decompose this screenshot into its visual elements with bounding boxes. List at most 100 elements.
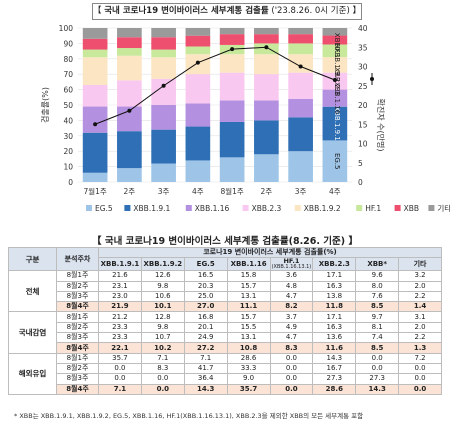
value-cell: 23.0	[98, 290, 142, 303]
bar-label: XBB.1.16	[333, 82, 341, 115]
value-cell: 13.1	[226, 290, 271, 303]
y-tick-label: 50	[63, 101, 73, 110]
bar-segment	[288, 151, 313, 182]
y-tick-label: 70	[63, 70, 73, 79]
value-cell: 3.7	[269, 311, 314, 323]
week-cell: 8월2주	[56, 321, 99, 334]
bar-segment	[82, 84, 108, 107]
bar-segment	[82, 172, 108, 182]
chart-title: 【 국내 코로나19 변이바이러스 세부계통 검출률 ('23.8.26. 0시…	[92, 3, 362, 20]
header-lineage: XBB*	[355, 257, 400, 272]
value-cell: 16.7	[312, 362, 357, 375]
table-row: 8월2주 0.0 8.3 41.7 33.3 0.0 16.7 0.0 0.0	[9, 362, 442, 375]
table-title-text: 국내 코로나19 변이바이러스 세부계통 검출률(8.26. 기준)	[104, 236, 346, 247]
bar-segment	[254, 54, 279, 75]
value-cell: 4.7	[269, 332, 314, 344]
y-tick-label: 0	[68, 178, 73, 187]
value-cell: 2.2	[398, 290, 442, 303]
value-cell: 0.0	[269, 383, 314, 395]
value-cell: 12.6	[140, 270, 185, 282]
value-cell: 3.6	[269, 270, 314, 282]
line-point	[298, 64, 303, 69]
value-cell: 0.0	[398, 373, 442, 385]
bar-segment	[219, 157, 245, 182]
x-tick-label: 2주	[261, 187, 273, 196]
value-cell: 10.7	[140, 332, 185, 344]
value-cell: 8.5	[355, 342, 400, 354]
table-row: 8월2주 23.3 9.8 20.1 15.5 4.9 16.3 8.1 2.0	[9, 321, 442, 334]
line-point	[264, 45, 269, 50]
bar-segment	[151, 163, 176, 182]
line-point	[230, 47, 235, 52]
line-point	[161, 83, 166, 88]
group-cell: 해외유입	[8, 352, 57, 395]
y2-tick-label: 0	[358, 178, 363, 187]
bar-segment	[288, 43, 313, 55]
y2-tick-label: 35	[358, 43, 368, 52]
bar-segment	[185, 28, 211, 36]
value-cell: 16.3	[312, 280, 357, 292]
bar-segment	[151, 28, 176, 38]
bar-segment	[117, 48, 142, 56]
y-tick-label: 40	[63, 116, 73, 125]
value-cell: 12.8	[140, 311, 185, 323]
bar-segment	[254, 28, 279, 35]
value-cell: 0.0	[140, 373, 185, 385]
y2-tick-label: 5	[358, 159, 363, 168]
legend-swatch	[356, 205, 363, 211]
confirmed-cases-line	[94, 46, 336, 125]
value-cell: 1.4	[398, 301, 442, 313]
bar-segment	[117, 55, 142, 81]
bar-segment	[185, 126, 211, 161]
legend-swatch	[394, 205, 401, 211]
bar-segment	[185, 35, 211, 47]
bar-segment	[288, 72, 313, 99]
legend-label: XBB.1.16	[195, 204, 230, 213]
header-lineage: XBB.1.9.1	[98, 257, 142, 272]
value-cell: 8.5	[355, 301, 400, 313]
y2-tick-label: 40	[358, 24, 368, 33]
value-cell: 2.0	[398, 321, 442, 334]
bar-segment	[117, 80, 142, 107]
value-cell: 0.0	[98, 373, 142, 385]
value-cell: 35.7	[98, 352, 142, 364]
bar-label: HF.1	[333, 43, 341, 58]
value-cell: 36.4	[183, 373, 228, 385]
legend-label: 기타	[437, 204, 450, 213]
value-cell: 0.0	[140, 383, 185, 395]
bar-segment	[117, 168, 142, 182]
legend-label: HF.1	[365, 204, 381, 213]
value-cell: 9.8	[140, 321, 185, 334]
value-cell: 15.7	[226, 280, 271, 292]
header-lineage: XBB.2.3	[312, 257, 357, 272]
bar-segment	[219, 100, 245, 122]
bar-label: XBB.2.3	[333, 67, 341, 95]
line-point	[332, 77, 337, 82]
y2-axis-title: 확진자 수(만명)	[376, 99, 386, 152]
y2-tick-label: 20	[358, 101, 368, 110]
bar-segment	[82, 38, 108, 50]
line-point	[127, 108, 132, 113]
value-cell: 35.7	[226, 383, 271, 395]
value-cell: 9.8	[140, 280, 185, 292]
bar-segment	[82, 28, 108, 39]
legend-label: XBB	[404, 204, 419, 213]
value-cell: 0.0	[269, 352, 314, 364]
y-tick-label: 30	[63, 132, 73, 141]
value-cell: 11.8	[312, 301, 357, 313]
bar-segment	[322, 89, 348, 107]
table-row: 8월4주 7.1 0.0 14.3 35.7 0.0 28.6 14.3 0.0	[9, 383, 442, 395]
bar-segment	[151, 37, 176, 50]
value-cell: 17.1	[312, 311, 357, 323]
value-cell: 15.8	[226, 270, 271, 282]
header-span: 코로나19 변이바이러스 세부계통 검출률(%)	[98, 246, 442, 259]
week-cell: 8월2주	[56, 280, 99, 292]
bar-segment	[219, 34, 245, 45]
y-tick-label: 20	[63, 147, 73, 156]
bar-segment	[322, 44, 348, 58]
bar-segment	[151, 49, 176, 58]
value-cell: 24.9	[183, 332, 228, 344]
legend-swatch	[428, 205, 435, 211]
bar-segment	[185, 74, 211, 104]
bar-label: XBB.1.9.2	[333, 48, 341, 82]
